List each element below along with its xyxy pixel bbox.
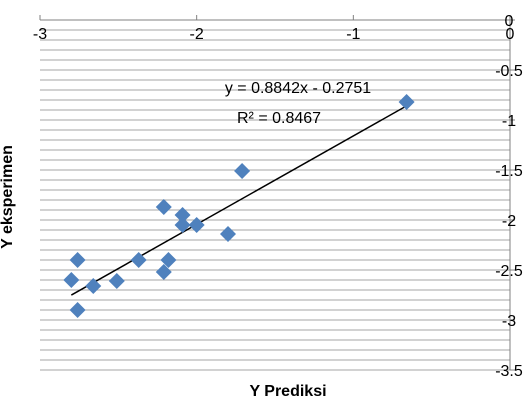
gridlines bbox=[40, 19, 510, 371]
y-axis-title: Y eksperimen bbox=[0, 145, 16, 249]
y-tick-label: -3 bbox=[502, 313, 516, 330]
data-point bbox=[69, 302, 86, 318]
x-tick-label: -2 bbox=[190, 26, 204, 43]
trendline-equation: y = 0.8842x - 0.2751 bbox=[225, 80, 371, 97]
x-tick-label: 0 bbox=[506, 26, 515, 43]
y-tick-label: -3.5 bbox=[495, 363, 523, 380]
r-squared-label: R² = 0.8467 bbox=[237, 110, 321, 127]
axes bbox=[39, 15, 515, 371]
data-point bbox=[155, 264, 172, 280]
y-tick-label: -1.5 bbox=[495, 163, 523, 180]
data-point bbox=[174, 207, 191, 223]
data-point bbox=[155, 199, 172, 215]
data-points bbox=[63, 94, 415, 318]
data-point bbox=[234, 163, 251, 179]
data-point bbox=[160, 252, 177, 268]
y-tick-label: -0.5 bbox=[495, 63, 523, 80]
tick-labels: -3 -2 -1 00 -0.5 -1 -1.5 -2 -2.5 -3 -3.5 bbox=[33, 13, 523, 380]
x-tick-label: -3 bbox=[33, 26, 47, 43]
data-point bbox=[174, 217, 191, 233]
data-point bbox=[85, 278, 102, 294]
y-tick-label: -1 bbox=[502, 113, 516, 130]
y-tick-label: -2.5 bbox=[495, 263, 523, 280]
y-tick-label: 0 bbox=[505, 13, 514, 30]
x-tick-label: -1 bbox=[346, 26, 360, 43]
data-point bbox=[108, 273, 125, 289]
x-axis-title: Y Prediksi bbox=[249, 383, 326, 400]
data-point bbox=[398, 94, 415, 110]
data-point bbox=[188, 217, 205, 233]
data-point bbox=[69, 252, 86, 268]
data-point bbox=[220, 226, 236, 242]
data-point bbox=[63, 272, 80, 288]
trendline-group bbox=[70, 105, 407, 296]
data-point bbox=[130, 252, 147, 268]
trendline bbox=[70, 105, 407, 296]
y-tick-label: -2 bbox=[502, 213, 516, 230]
